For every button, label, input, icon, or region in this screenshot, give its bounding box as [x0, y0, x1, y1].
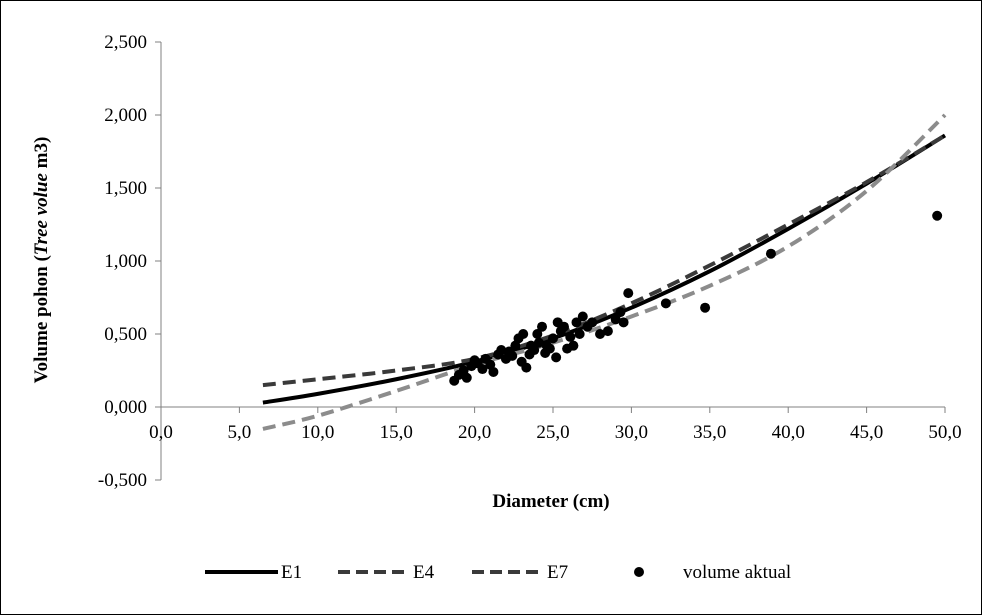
legend-label-e4: E4	[413, 562, 435, 583]
y-tick-label: 2,500	[104, 32, 147, 53]
x-tick-label: 15,0	[380, 422, 413, 443]
data-point	[932, 210, 943, 221]
data-point	[529, 345, 540, 356]
x-tick-label: 5,0	[228, 422, 252, 443]
x-tick-labels: 0,0 5,0 10,0 15,0 20,0 25,0 30,0 35,0 40,0 45,0 50…	[149, 407, 962, 443]
x-tick-label: 40,0	[772, 422, 805, 443]
y-axis-title: Volume pohon (Tree volue m3)	[31, 137, 52, 384]
legend-label-e1: E1	[281, 562, 302, 583]
data-point	[571, 317, 582, 328]
x-tick-label: 0,0	[149, 422, 173, 443]
series-line-e1	[262, 133, 947, 405]
y-axis-title-prefix: Volume pohon (	[31, 255, 52, 383]
data-point	[660, 298, 671, 309]
data-point	[551, 352, 562, 363]
x-tick-label: 30,0	[615, 422, 648, 443]
data-point	[618, 317, 629, 328]
y-tick-label: 1,500	[104, 178, 147, 199]
series-line-e4	[262, 133, 947, 388]
y-tick-label: -0,500	[98, 470, 147, 491]
data-point	[477, 364, 488, 375]
axes	[160, 42, 945, 480]
y-tick-label: 2,000	[104, 105, 147, 126]
data-point	[507, 350, 518, 361]
data-points	[449, 210, 943, 386]
data-point	[700, 302, 711, 313]
x-tick-label: 10,0	[301, 422, 334, 443]
data-point	[521, 362, 532, 373]
data-point	[587, 317, 598, 328]
y-axis-title-italic: Tree volue	[31, 173, 52, 256]
data-point	[610, 314, 621, 325]
data-point	[461, 372, 472, 383]
x-axis-title: Diameter (cm)	[492, 491, 609, 512]
legend-marker-volume-aktual	[634, 567, 644, 577]
data-point	[488, 366, 499, 377]
data-point	[765, 248, 776, 259]
data-point	[595, 329, 606, 339]
legend-label-volume-aktual: volume aktual	[683, 562, 791, 583]
legend-label-e7: E7	[547, 562, 568, 583]
y-axis-title-suffix: m3)	[31, 137, 52, 173]
series-line-e7	[262, 113, 947, 431]
data-point	[574, 329, 585, 339]
data-point	[544, 343, 555, 354]
x-tick-label: 45,0	[850, 422, 883, 443]
data-point	[565, 331, 576, 342]
x-tick-label: 25,0	[536, 422, 569, 443]
y-tick-labels: 2,500 2,000 1,500 1,000 0,500 0,000 -0,500	[98, 32, 161, 491]
x-tick-label: 50,0	[928, 422, 961, 443]
y-tick-label: 1,000	[104, 251, 147, 272]
data-point	[548, 333, 558, 344]
data-point	[532, 329, 543, 339]
data-point	[533, 337, 544, 348]
series-lines	[262, 113, 947, 431]
data-point	[496, 345, 507, 356]
data-point	[568, 340, 579, 351]
legend: E1 E4 E7 volume aktual	[205, 562, 791, 583]
data-point	[623, 288, 634, 299]
x-tick-label: 20,0	[458, 422, 491, 443]
y-tick-label: 0,000	[104, 397, 147, 418]
x-tick-label: 35,0	[693, 422, 726, 443]
data-point	[518, 329, 529, 339]
y-tick-label: 0,500	[104, 324, 147, 345]
data-point	[602, 326, 613, 337]
data-point	[577, 311, 588, 322]
data-point	[558, 321, 569, 332]
data-point	[615, 307, 626, 318]
data-point	[537, 321, 548, 332]
